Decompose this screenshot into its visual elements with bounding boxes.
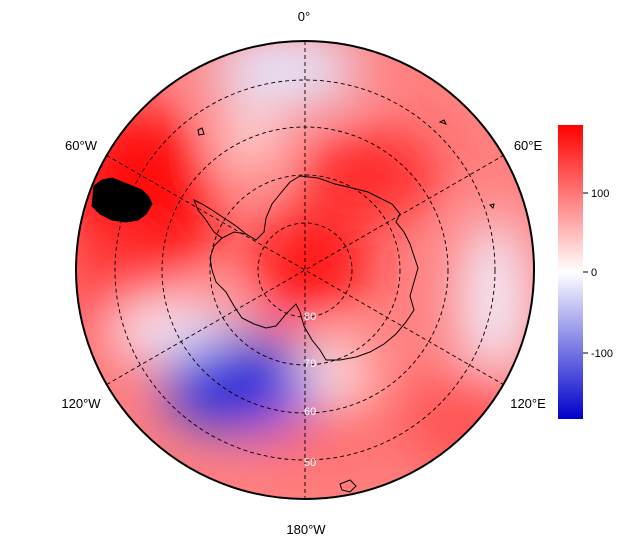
colorbar: 100 0 -100 xyxy=(558,125,613,419)
lon-label-120e: 120°E xyxy=(510,396,546,411)
colorbar-label-0: 0 xyxy=(591,267,597,279)
lat-label-50: 50 xyxy=(304,457,316,469)
lat-label-60: 60 xyxy=(304,406,316,418)
colorbar-label-minus100: -100 xyxy=(591,348,613,360)
lon-label-120w: 120°W xyxy=(61,396,101,411)
lon-label-180w: 180°W xyxy=(286,522,326,537)
colorbar-gradient xyxy=(558,125,583,419)
south-america-coastline xyxy=(91,177,153,223)
antarctic-peninsula xyxy=(193,198,247,239)
lon-label-60w: 60°W xyxy=(65,138,98,153)
lat-label-80: 80 xyxy=(304,311,316,323)
latitude-labels: 80 70 60 50 xyxy=(304,311,316,469)
lon-label-0: 0° xyxy=(298,9,310,24)
longitude-labels: 0° 60°E 120°E 180°W 120°W 60°W xyxy=(61,9,546,537)
colorbar-label-100: 100 xyxy=(591,188,609,200)
lat-label-70: 70 xyxy=(304,358,316,370)
lon-label-60e: 60°E xyxy=(514,138,543,153)
islands xyxy=(197,119,495,493)
anomaly-field xyxy=(76,41,534,499)
meridian-lines xyxy=(106,41,504,499)
map-boundary xyxy=(75,40,535,500)
